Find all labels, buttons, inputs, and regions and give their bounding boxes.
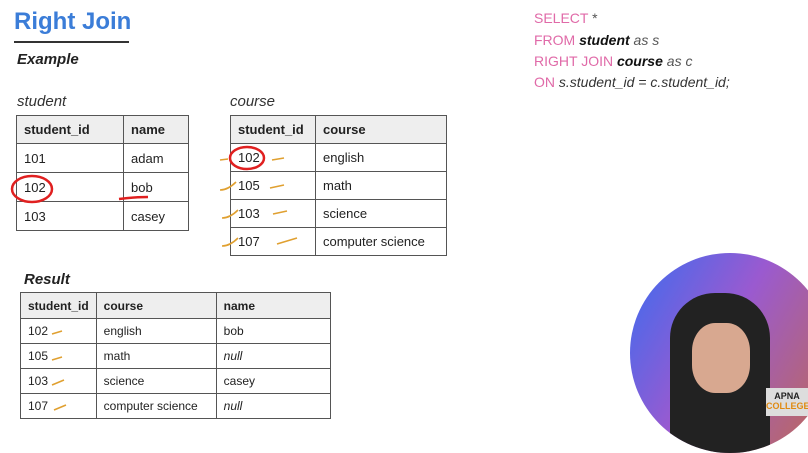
presenter-face — [692, 323, 750, 393]
cell: 103 — [230, 199, 316, 228]
table-row: 105 math null — [20, 343, 332, 369]
cell: null — [215, 393, 332, 419]
cell: math — [95, 343, 217, 369]
sql-keyword: FROM — [534, 32, 576, 48]
sql-line-4: ON s.student_id = c.student_id; — [534, 74, 730, 90]
example-heading: Example — [17, 51, 79, 68]
sql-text: s.student_id = c.student_id; — [555, 74, 730, 90]
page-title: Right Join — [14, 8, 132, 35]
cell: computer science — [315, 227, 447, 256]
header-cell: course — [315, 115, 447, 144]
table-row: 102 english — [230, 143, 447, 172]
cell: casey — [123, 201, 189, 231]
logo-text: APNA — [774, 391, 800, 401]
sql-line-2: FROM student as s — [534, 32, 659, 48]
sql-table: course — [616, 53, 663, 69]
apna-college-logo: APNA COLLEGE — [766, 388, 808, 416]
sql-text: * — [588, 10, 598, 26]
sql-table: student — [579, 32, 630, 48]
result-caption: Result — [24, 271, 70, 288]
result-table: student_id course name 102 english bob 105 ma… — [20, 292, 332, 419]
red-circle-annotation — [228, 145, 266, 171]
table-row: 107 computer science null — [20, 393, 332, 419]
course-caption: course — [230, 93, 276, 110]
table-row: 102 english bob — [20, 318, 332, 344]
cell: 107 — [230, 227, 316, 256]
table-row: 103 science — [230, 199, 447, 228]
red-underline-annotation — [118, 195, 149, 201]
cell: null — [215, 343, 332, 369]
cell: 103 — [15, 201, 125, 231]
table-row: 103 casey — [15, 201, 189, 231]
cell: 105 — [230, 171, 316, 200]
header-cell: course — [95, 292, 217, 319]
cell: 103 — [20, 368, 97, 394]
header-cell: name — [123, 115, 189, 144]
sql-keyword: ON — [534, 74, 555, 90]
cell: bob — [215, 318, 332, 344]
sql-text: as s — [629, 32, 660, 48]
cell: english — [95, 318, 217, 344]
student-caption: student — [17, 93, 67, 110]
student-table: student_id name 101 adam 102 bob 103 casey — [15, 115, 189, 231]
title-underline — [14, 41, 129, 43]
header-cell: name — [215, 292, 332, 319]
table-row: 103 science casey — [20, 368, 332, 394]
table-row: 101 adam — [15, 143, 189, 173]
cell: 102 — [20, 318, 97, 344]
sql-text: as c — [662, 53, 693, 69]
presenter-webcam — [630, 253, 808, 453]
cell: adam — [123, 143, 189, 173]
course-table: student_id course 102 english 105 math 103 s… — [230, 115, 447, 256]
cell: computer science — [95, 393, 217, 419]
header-cell: student_id — [15, 115, 125, 144]
table-row: 107 computer science — [230, 227, 447, 256]
cell: 107 — [20, 393, 97, 419]
logo-text: COLLEGE — [766, 401, 808, 411]
sql-line-3: RIGHT JOIN course as c — [534, 53, 692, 69]
sql-line-1: SELECT * — [534, 10, 598, 26]
cell: science — [315, 199, 447, 228]
pen-annotations — [10, 145, 298, 411]
cell: 101 — [15, 143, 125, 173]
red-circle-annotation — [10, 174, 54, 204]
cell: english — [315, 143, 447, 172]
sql-keyword: SELECT — [534, 10, 589, 26]
header-cell: student_id — [230, 115, 316, 144]
sql-keyword: RIGHT JOIN — [534, 53, 614, 69]
table-row: 105 math — [230, 171, 447, 200]
